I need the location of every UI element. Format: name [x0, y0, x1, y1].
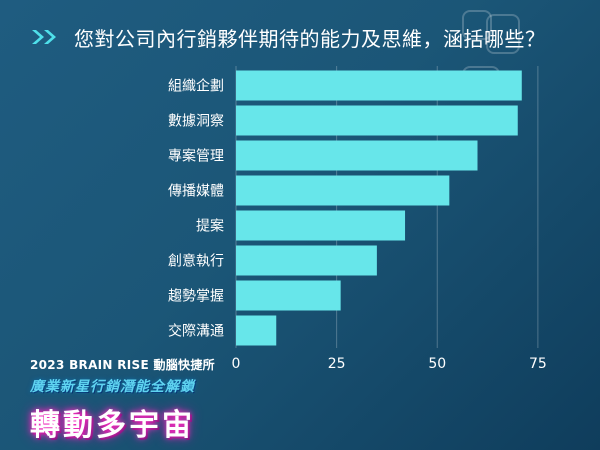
- category-label: 提案: [196, 218, 224, 235]
- double-chevron-right-icon: [32, 30, 56, 44]
- bar: [236, 70, 522, 101]
- bar: [236, 140, 478, 171]
- bar: [236, 315, 277, 346]
- bar: [236, 210, 406, 241]
- chart-header: 您對公司內行銷夥伴期待的能力及思維，涵括哪些？: [30, 22, 546, 52]
- x-tick-label: 50: [428, 356, 446, 372]
- decorative-square: [486, 14, 520, 54]
- brand-headline: 轉動多宇宙: [30, 408, 195, 443]
- event-brand-logo: 2023 BRAIN RISE 動腦快捷所 廣業新星行銷潛能全解鎖 轉動多宇宙: [30, 356, 260, 444]
- category-label: 組織企劃: [168, 78, 224, 95]
- category-label: 交際溝通: [168, 323, 224, 340]
- category-label: 創意執行: [168, 253, 224, 270]
- x-tick-label: 75: [529, 356, 547, 372]
- x-tick-label: 25: [328, 356, 346, 372]
- bar: [236, 280, 341, 311]
- bar: [236, 245, 377, 276]
- category-label: 傳播媒體: [168, 184, 224, 200]
- x-tick-label: 0: [232, 356, 241, 372]
- category-label: 專案管理: [168, 148, 224, 165]
- chart-title: 您對公司內行銷夥伴期待的能力及思維，涵括哪些？: [74, 26, 546, 51]
- bar: [236, 175, 450, 206]
- category-label: 數據洞察: [168, 113, 224, 130]
- bar: [236, 105, 518, 136]
- decorative-square: [462, 10, 492, 40]
- brand-tagline: 廣業新星行銷潛能全解鎖: [30, 379, 195, 395]
- category-label: 趨勢掌握: [168, 289, 224, 305]
- brand-event-name: 2023 BRAIN RISE 動腦快捷所: [30, 358, 215, 372]
